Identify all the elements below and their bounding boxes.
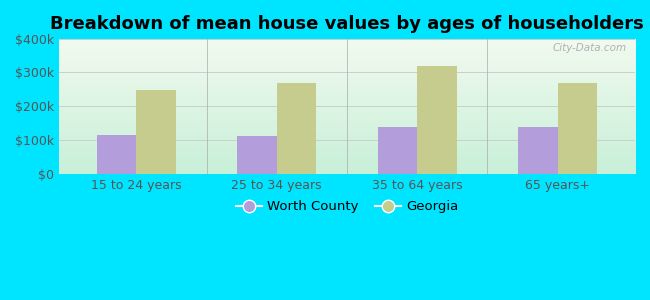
Bar <box>237 136 277 174</box>
Legend: Worth County, Georgia: Worth County, Georgia <box>230 195 463 219</box>
Bar <box>378 127 417 174</box>
Title: Breakdown of mean house values by ages of householders: Breakdown of mean house values by ages o… <box>50 15 644 33</box>
Bar <box>417 66 456 174</box>
Bar <box>136 90 176 174</box>
Text: City-Data.com: City-Data.com <box>552 43 627 53</box>
Bar <box>97 135 136 174</box>
Bar <box>519 127 558 174</box>
Bar <box>277 83 316 174</box>
Bar <box>558 82 597 174</box>
